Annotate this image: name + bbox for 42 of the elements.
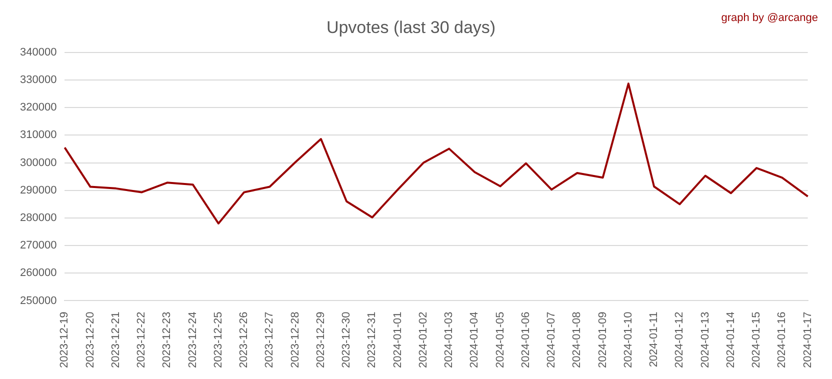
x-tick-label: 2023-12-29 (314, 312, 327, 368)
x-tick-label: 2024-01-13 (699, 312, 712, 368)
x-tick-label: 2023-12-31 (366, 312, 378, 368)
x-tick-label: 2023-12-24 (186, 312, 199, 368)
x-tick-label: 2023-12-22 (136, 312, 148, 368)
x-tick-label: 2024-01-03 (443, 312, 456, 368)
x-tick-label: 2023-12-30 (340, 312, 353, 368)
y-tick-label: 270000 (20, 240, 57, 252)
x-tick-label: 2024-01-04 (468, 312, 481, 368)
x-tick-label: 2024-01-14 (724, 312, 737, 368)
x-tick-label: 2024-01-07 (546, 312, 558, 368)
y-tick-label: 280000 (20, 212, 57, 224)
x-tick-label: 2024-01-17 (802, 312, 814, 368)
y-tick-label: 250000 (20, 294, 57, 307)
x-tick-label: 2024-01-08 (571, 312, 584, 368)
x-tick-label: 2024-01-11 (648, 312, 660, 368)
y-tick-label: 260000 (20, 267, 57, 280)
x-tick-label: 2023-12-19 (58, 312, 71, 368)
x-tick-label: 2023-12-27 (264, 312, 276, 368)
chart-title: Upvotes (last 30 days) (326, 18, 496, 37)
x-tick-label: 2023-12-28 (289, 312, 302, 368)
x-tick-label: 2024-01-01 (392, 312, 404, 368)
x-tick-label: 2024-01-06 (520, 312, 532, 368)
y-tick-label: 340000 (20, 46, 57, 58)
text: graph by @arcange (721, 12, 818, 24)
x-tick-label: 2023-12-21 (110, 312, 122, 368)
x-tick-label: 2024-01-02 (417, 312, 430, 368)
y-tick-label: 320000 (20, 102, 57, 114)
x-tick-label: 2024-01-09 (596, 312, 609, 368)
x-tick-label: 2024-01-16 (776, 312, 788, 368)
y-tick-label: 330000 (20, 74, 57, 86)
x-tick-label: 2023-12-26 (238, 312, 250, 368)
y-tick-label: 310000 (20, 129, 57, 142)
x-tick-label: 2024-01-12 (674, 312, 686, 368)
x-tick-label: 2024-01-15 (750, 312, 763, 368)
y-tick-label: 290000 (20, 184, 57, 196)
x-tick-label: 2024-01-05 (494, 312, 506, 368)
x-tick-label: 2023-12-23 (161, 312, 174, 368)
y-tick-label: 300000 (20, 156, 57, 169)
x-tick-label: 2023-12-25 (212, 312, 224, 368)
x-tick-label: 2023-12-20 (84, 312, 96, 368)
x-tick-label: 2024-01-10 (622, 312, 634, 368)
